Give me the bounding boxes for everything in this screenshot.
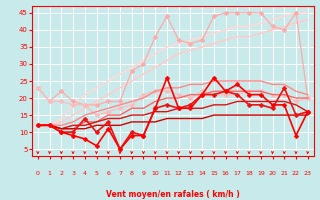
X-axis label: Vent moyen/en rafales ( km/h ): Vent moyen/en rafales ( km/h ) xyxy=(106,190,240,199)
